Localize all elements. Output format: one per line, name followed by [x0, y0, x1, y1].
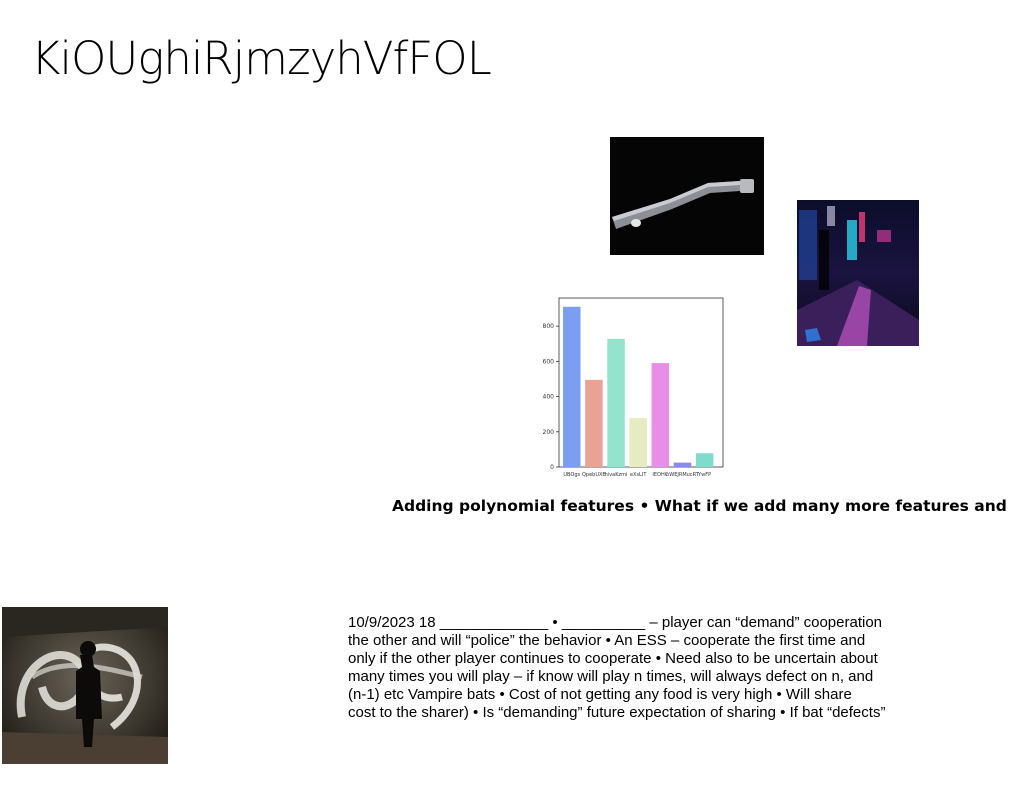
bar-hivaKzmi [607, 338, 625, 467]
y-tick-label: 200 [543, 429, 555, 436]
x-tick-label: hivaKzmi [605, 472, 628, 478]
body-line: only if the other player continues to co… [348, 650, 878, 667]
bar-UBOgs [563, 306, 581, 467]
bar-QpebUXB [585, 379, 603, 467]
light-painting-photo [2, 607, 168, 764]
body-line: many times you will play – if know will … [348, 668, 874, 685]
bar-YwFP [695, 453, 714, 467]
slide-heading: Adding polynomial features • What if we … [392, 497, 1007, 515]
x-tick-label: nWEJRMucRT [666, 472, 700, 478]
pipe-photo [610, 137, 764, 255]
x-tick-label: UBOgs [563, 472, 580, 478]
body-text: 10/9/2023 18 _____________ • __________ … [348, 614, 928, 722]
body-line: cost to the sharer) • Is “demanding” fut… [348, 704, 886, 721]
slide-title: KiOUghiRjmzyhVfFOL [31, 32, 492, 85]
x-tick-label: YwFP [697, 472, 711, 478]
x-tick-label: eXsLIT [630, 472, 647, 478]
y-tick-label: 400 [543, 394, 555, 401]
bar-eXsLIT [629, 418, 647, 467]
body-line: the other and will “police” the behavior… [348, 632, 866, 649]
bar-nWEJRMucRT [673, 462, 692, 467]
y-tick-label: 0 [550, 464, 554, 471]
neon-street-photo [797, 200, 919, 346]
x-tick-label: IEOHC [652, 472, 668, 478]
body-line: 10/9/2023 18 _____________ • __________ … [348, 614, 883, 631]
y-tick-label: 600 [543, 358, 555, 365]
x-tick-label: QpebUXB [582, 472, 606, 478]
body-line: (n-1) etc Vampire bats • Cost of not get… [348, 686, 852, 703]
bar-IEOHC [651, 363, 670, 467]
y-tick-label: 800 [543, 323, 555, 330]
